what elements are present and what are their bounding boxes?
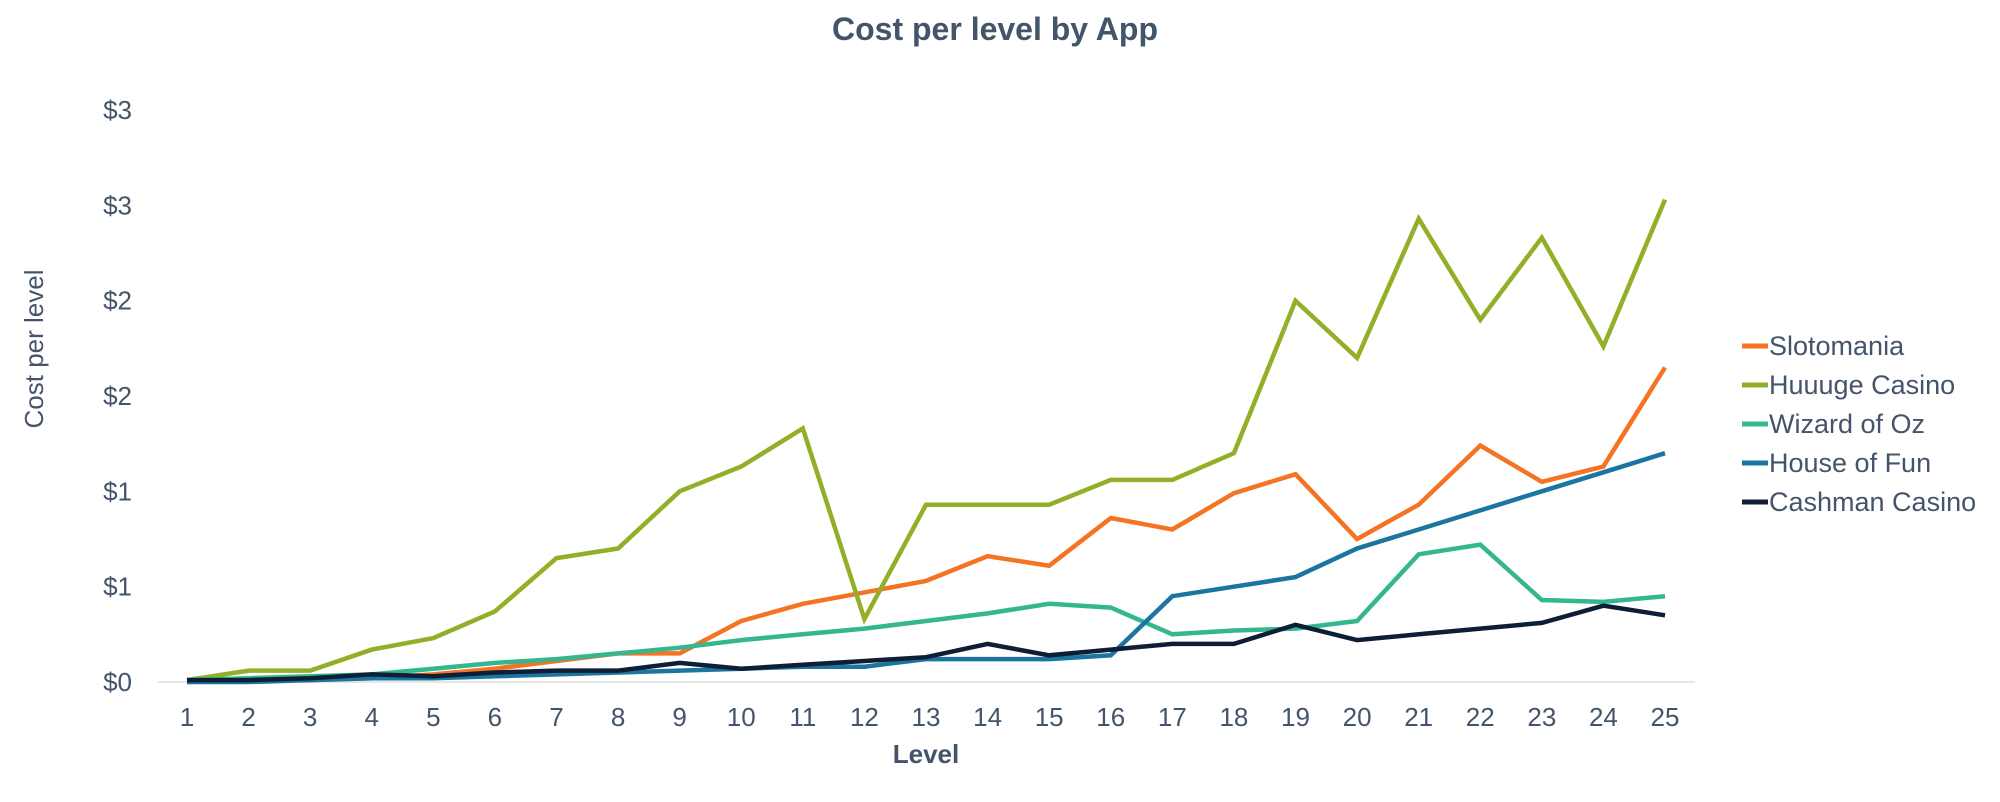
x-tick-label: 6 [488, 702, 502, 732]
x-tick-label: 19 [1281, 702, 1310, 732]
y-tick-label: $2 [103, 286, 132, 316]
series-line-huuuge-casino [186, 198, 1668, 683]
chart-title: Cost per level by App [832, 11, 1158, 47]
series-line-slotomania [186, 366, 1667, 685]
y-tick-label: $3 [103, 190, 132, 220]
x-tick-label: 3 [303, 702, 317, 732]
x-tick-label: 11 [789, 702, 816, 732]
series-lines [186, 198, 1668, 685]
y-tick-label: $3 [103, 95, 132, 125]
legend-label-house-of-fun: House of Fun [1769, 448, 1931, 478]
x-tick-label: 10 [727, 702, 756, 732]
x-tick-label: 20 [1343, 702, 1372, 732]
x-tick-label: 15 [1035, 702, 1064, 732]
x-axis-title: Level [893, 739, 960, 769]
x-tick-label: 21 [1404, 702, 1433, 732]
x-tick-label: 25 [1651, 702, 1680, 732]
x-tick-label: 4 [365, 702, 379, 732]
y-axis-ticks: $0 $1 $1 $2 $2 $3 $3 [103, 95, 132, 697]
x-tick-label: 18 [1219, 702, 1248, 732]
x-tick-label: 7 [549, 702, 563, 732]
x-tick-label: 16 [1096, 702, 1125, 732]
x-tick-label: 23 [1527, 702, 1556, 732]
x-tick-label: 1 [180, 702, 194, 732]
series-line-cashman-casino [187, 603, 1666, 683]
y-tick-label: $0 [103, 667, 132, 697]
x-tick-label: 22 [1466, 702, 1495, 732]
y-tick-label: $2 [103, 381, 132, 411]
x-tick-label: 5 [426, 702, 440, 732]
x-tick-label: 12 [850, 702, 879, 732]
x-axis-ticks: 1 2 3 4 5 6 7 8 9 10 11 12 13 14 15 16 17 18 19 20 21 22 23 24 2… [180, 702, 1680, 732]
legend: Slotomania Huuuge Casino Wizard of Oz House… [1742, 331, 1976, 517]
x-tick-label: 17 [1158, 702, 1187, 732]
legend-label-huuuge-casino: Huuuge Casino [1769, 370, 1955, 400]
y-tick-label: $1 [103, 476, 132, 506]
x-tick-label: 2 [241, 702, 255, 732]
y-axis-title: Cost per level [19, 270, 49, 429]
x-tick-label: 8 [611, 702, 625, 732]
legend-label-wizard-of-oz: Wizard of Oz [1769, 409, 1925, 439]
y-tick-label: $1 [103, 572, 132, 602]
x-tick-label: 14 [973, 702, 1002, 732]
legend-label-slotomania: Slotomania [1769, 331, 1905, 361]
x-tick-label: 13 [912, 702, 941, 732]
series-line-house-of-fun [187, 451, 1666, 685]
x-tick-label: 24 [1589, 702, 1618, 732]
series-line-wizard-of-oz [186, 542, 1666, 683]
x-tick-label: 9 [672, 702, 686, 732]
legend-label-cashman-casino: Cashman Casino [1769, 487, 1976, 517]
